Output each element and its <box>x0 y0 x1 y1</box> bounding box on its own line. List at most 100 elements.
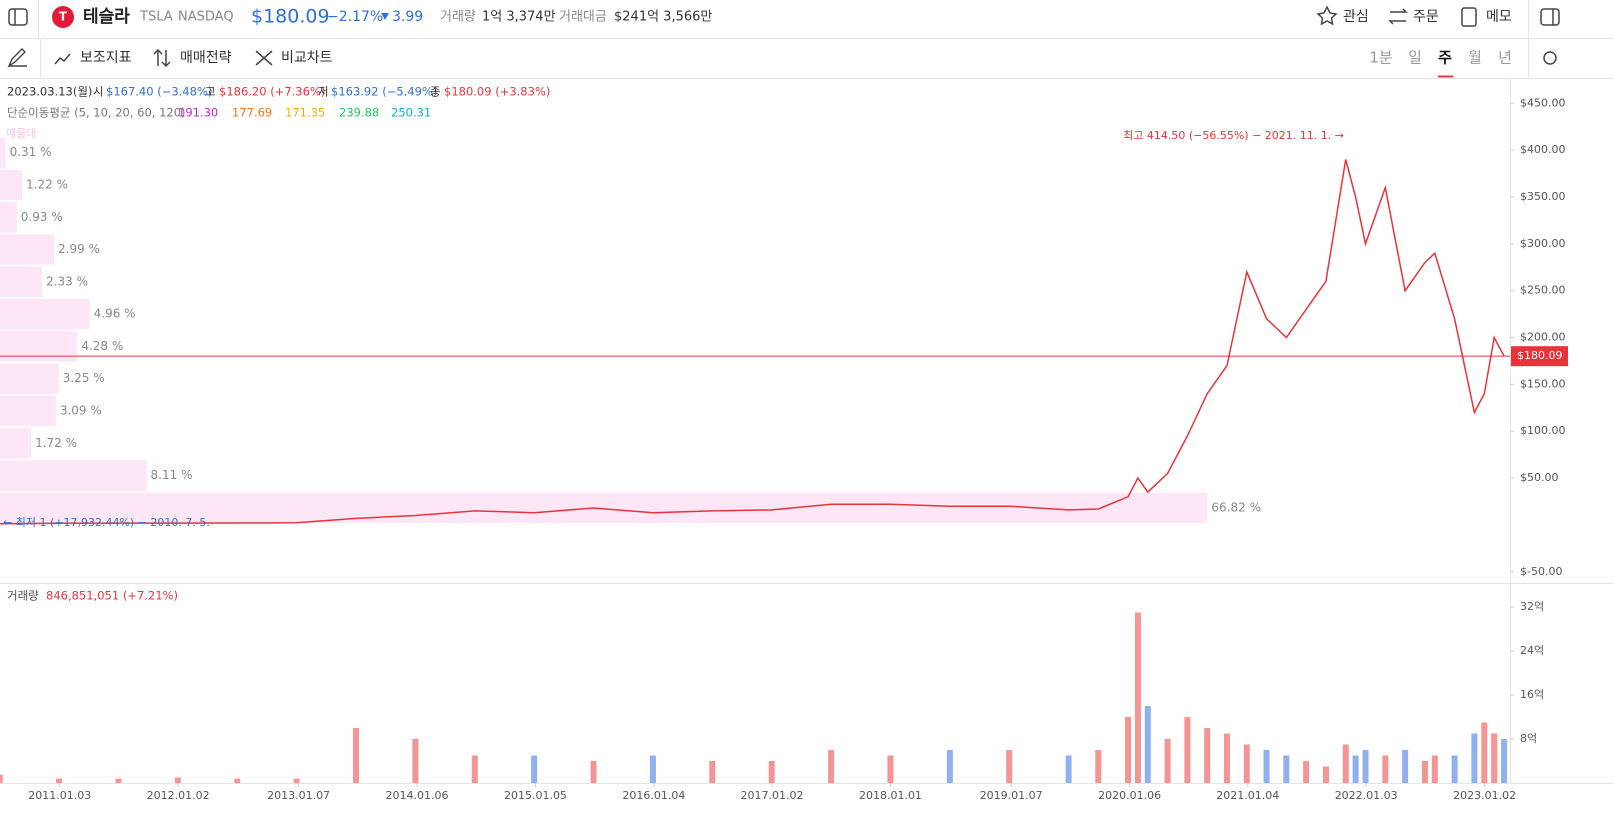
volume-bar <box>353 728 360 783</box>
y-tick-label: $450.00 <box>1520 96 1566 109</box>
x-tick-label: 2012.01.02 <box>147 789 210 802</box>
ohlc-info: 2023.03.13(월) <box>7 85 92 99</box>
volume-bar <box>1421 761 1428 783</box>
volume-profile-label: 1.72 % <box>35 436 77 450</box>
volume-bar <box>1352 755 1359 783</box>
volume-bar <box>887 755 894 783</box>
volume-profile-label: 0.31 % <box>10 145 52 159</box>
ohlc-info: 종 <box>430 85 441 99</box>
volume-profile-bar <box>0 266 43 297</box>
volume-bar <box>828 750 835 783</box>
ohlc-info: $163.92 (−5.49%) <box>331 85 437 99</box>
volume-profile-bar <box>0 331 78 362</box>
action[interactable]: 메모 <box>1486 9 1512 25</box>
volume-bar <box>0 774 3 783</box>
tool[interactable]: 비교차트 <box>281 50 333 66</box>
volume-bar <box>1283 755 1290 783</box>
volume-bar <box>1303 761 1310 783</box>
volume-bar <box>1006 750 1013 783</box>
volume-profile-bar <box>0 492 1208 523</box>
period-tab[interactable]: 월 <box>1468 49 1482 67</box>
x-tick-label: 2015.01.05 <box>504 789 567 802</box>
ma-value: 250.31 <box>391 106 431 120</box>
period-tab[interactable]: 일 <box>1408 49 1422 67</box>
action[interactable]: 주문 <box>1413 9 1439 25</box>
volume-profile-label: 4.96 % <box>94 307 136 321</box>
y-tick-label: $400.00 <box>1520 143 1566 156</box>
volume-bar <box>531 755 538 783</box>
volume-profile-bar <box>0 428 32 459</box>
y-tick-label: $50.00 <box>1520 471 1559 484</box>
ohlc-info: 저 <box>318 85 329 99</box>
x-tick-label: 2019.01.07 <box>980 789 1043 802</box>
volume-profile-bar <box>0 460 147 491</box>
action[interactable]: 관심 <box>1343 9 1369 25</box>
ohlc-info: 고 <box>205 85 216 99</box>
period-tab[interactable]: 주 <box>1438 49 1452 67</box>
x-tick-label: 2020.01.06 <box>1098 789 1161 802</box>
x-tick-label: 2011.01.03 <box>28 789 91 802</box>
volume-bar <box>174 777 181 783</box>
volume-value: 846,851,051 (+7.21%) <box>46 589 178 603</box>
volume-label: 거래량 <box>440 10 476 25</box>
logo: T <box>59 10 68 24</box>
x-tick-label: 2016.01.04 <box>622 789 685 802</box>
y-tick-label: $250.00 <box>1520 284 1566 297</box>
sidebar-icon[interactable] <box>8 8 28 26</box>
ohlc-info: $180.09 (+3.83%) <box>444 85 550 99</box>
volume-bar <box>1144 706 1151 783</box>
volume-bar <box>293 778 300 783</box>
volume-bar <box>1451 755 1458 783</box>
amount-label: 거래대금 <box>559 10 607 25</box>
x-tick-label: 2017.01.02 <box>741 789 804 802</box>
volume-bar <box>1124 717 1131 783</box>
volume-profile-bar <box>0 202 17 233</box>
volume-profile-label: 3.25 % <box>63 371 105 385</box>
exchange: NASDAQ <box>178 10 234 25</box>
ma-value: 171.35 <box>285 106 325 120</box>
volume-profile-label: 2.99 % <box>58 242 100 256</box>
x-tick-label: 2018.01.01 <box>859 789 922 802</box>
change: 3.99 <box>392 9 423 25</box>
volume-profile-label: 0.93 % <box>21 210 63 224</box>
volume-profile-bar <box>0 363 59 394</box>
x-tick-label: 2023.01.02 <box>1453 789 1516 802</box>
volume-bar <box>1204 728 1211 783</box>
period-tab[interactable]: 1분 <box>1369 49 1393 67</box>
volume-bar <box>56 778 63 783</box>
memo-icon <box>1461 7 1477 27</box>
price: $180.09 <box>251 6 330 28</box>
volume-bar <box>1342 744 1349 783</box>
order-icon <box>1388 8 1408 25</box>
panel-icon[interactable] <box>1540 8 1560 26</box>
draw-icon[interactable] <box>7 48 27 68</box>
volume-profile-bar <box>0 169 23 201</box>
indicator-icon <box>54 53 71 65</box>
volume-bar <box>1184 717 1191 783</box>
tool[interactable]: 보조지표 <box>80 50 132 66</box>
volume-bar <box>1243 744 1250 783</box>
ohlc-info: 시 <box>93 85 104 99</box>
change-pct: −2.17% <box>327 9 383 25</box>
volume-bar <box>1065 755 1072 783</box>
ma-label: 단순이동평균 (5, 10, 20, 60, 120) <box>7 106 186 120</box>
y-tick-label: 8억 <box>1520 732 1537 745</box>
volume-bar <box>709 761 716 783</box>
compare-icon <box>255 50 273 66</box>
y-tick-label: 24억 <box>1520 644 1544 657</box>
period-tab[interactable]: 년 <box>1498 49 1512 67</box>
volume-bar <box>1095 750 1102 783</box>
volume-bar <box>1223 733 1230 783</box>
volume-profile-bar <box>0 395 56 427</box>
y-tick-label: $100.00 <box>1520 424 1566 437</box>
volume-profile-bar <box>0 137 6 168</box>
ma-value: 191.30 <box>178 106 218 120</box>
volume-bar <box>1431 755 1438 783</box>
tool[interactable]: 매매전략 <box>180 50 232 66</box>
volume-bar <box>1491 733 1498 783</box>
settings-icon[interactable] <box>1543 51 1557 65</box>
current-price-label: $180.09 <box>1517 349 1563 362</box>
strategy-icon <box>153 48 171 68</box>
volume-bar <box>1164 739 1171 783</box>
